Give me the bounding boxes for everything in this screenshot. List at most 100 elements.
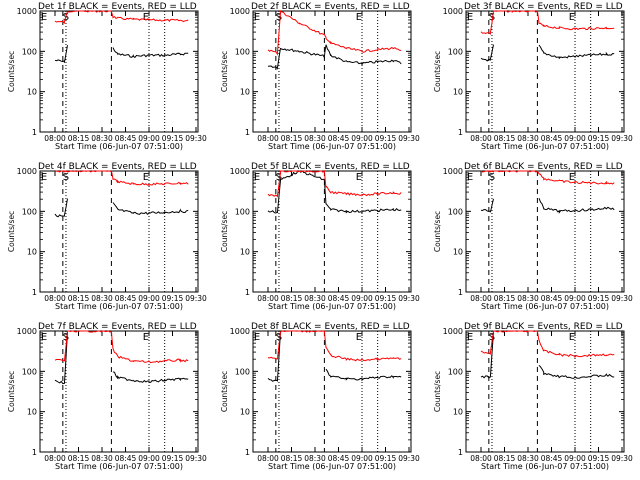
y-tick-label: 1000	[230, 327, 250, 336]
y-tick-label: 1	[32, 128, 37, 137]
lld-series-line	[54, 330, 189, 364]
plot-frame	[465, 170, 625, 293]
marker-label: S	[63, 172, 69, 183]
y-tick-label: 10	[453, 408, 463, 417]
y-tick-label: 100	[235, 367, 250, 376]
plot-frame	[39, 10, 199, 133]
x-tick-label: 08:00	[44, 134, 66, 143]
x-tick-label: 08:15	[494, 134, 516, 143]
detector-panel-4: Det 4f BLACK = Events, RED = LLD 1 10 100 10…	[7, 162, 207, 311]
x-tick-label: 08:45	[328, 294, 350, 303]
y-tick-label: 100	[235, 47, 250, 56]
x-axis-label: Start Time (06-Jun-07 07:51:00)	[268, 142, 396, 151]
y-tick-label: 10	[27, 408, 37, 417]
y-tick-label: 1000	[443, 7, 463, 16]
y-tick-label: 1000	[17, 167, 37, 176]
x-axis-label: Start Time (06-Jun-07 07:51:00)	[55, 302, 183, 311]
plot-frame	[252, 330, 412, 453]
plot-frame	[465, 330, 625, 453]
marker-label: E	[356, 172, 362, 183]
x-axis-label: Start Time (06-Jun-07 07:51:00)	[481, 142, 609, 151]
x-tick-label: 09:00	[138, 134, 160, 143]
plot-frame	[465, 10, 625, 133]
x-tick-label: 09:30	[611, 134, 633, 143]
marker-label: E	[41, 172, 47, 183]
y-tick-label: 1000	[443, 167, 463, 176]
detector-panel-6: Det 6f BLACK = Events, RED = LLD 1 10 100 10…	[433, 162, 633, 311]
y-tick-label: 1000	[17, 327, 37, 336]
y-tick-label: 100	[22, 367, 37, 376]
x-tick-label: 09:00	[564, 454, 586, 463]
events-series-line	[480, 44, 615, 62]
panel-title: Det 9f BLACK = Events, RED = LLD	[464, 322, 623, 332]
marker-label: E	[569, 12, 575, 23]
marker-label: S	[63, 332, 69, 343]
detector-panel-9: Det 9f BLACK = Events, RED = LLD 1 10 100 10…	[433, 322, 633, 471]
plot-frame	[252, 170, 412, 293]
events-series-line	[267, 170, 402, 214]
y-axis-label: Counts/sec	[220, 51, 229, 92]
panel-title: Det 8f BLACK = Events, RED = LLD	[251, 322, 410, 332]
lld-series-line	[480, 330, 615, 359]
y-tick-label: 1	[32, 288, 37, 297]
x-tick-label: 08:00	[470, 454, 492, 463]
y-tick-label: 10	[453, 88, 463, 97]
x-tick-label: 08:00	[470, 134, 492, 143]
x-tick-label: 09:30	[398, 134, 420, 143]
panel-title: Det 6f BLACK = Events, RED = LLD	[464, 162, 623, 172]
x-tick-label: 09:00	[564, 294, 586, 303]
lld-series-line	[267, 10, 402, 56]
lld-series-line	[480, 10, 615, 35]
panel-title: Det 2f BLACK = Events, RED = LLD	[251, 2, 410, 12]
y-axis-label: Counts/sec	[433, 211, 442, 252]
marker-label: E	[254, 12, 260, 23]
x-tick-label: 08:15	[68, 134, 90, 143]
y-tick-label: 10	[240, 408, 250, 417]
x-tick-label: 09:00	[351, 454, 373, 463]
plot-frame	[39, 330, 199, 453]
events-series-line	[54, 330, 189, 385]
x-tick-label: 08:45	[115, 294, 137, 303]
plot-frame	[39, 170, 199, 293]
x-tick-label: 09:15	[375, 454, 397, 463]
x-tick-label: 09:30	[398, 294, 420, 303]
lld-series-line	[267, 170, 402, 198]
x-tick-label: 09:15	[162, 454, 184, 463]
panel-title: Det 7f BLACK = Events, RED = LLD	[38, 322, 197, 332]
x-tick-label: 08:45	[541, 134, 563, 143]
lld-series-line	[267, 330, 402, 362]
x-tick-label: 08:00	[44, 454, 66, 463]
y-tick-label: 100	[448, 47, 463, 56]
y-tick-label: 10	[453, 248, 463, 257]
y-axis-label: Counts/sec	[433, 51, 442, 92]
panel-title: Det 3f BLACK = Events, RED = LLD	[464, 2, 623, 12]
x-tick-label: 08:30	[91, 454, 113, 463]
x-tick-label: 08:15	[281, 294, 303, 303]
x-axis-label: Start Time (06-Jun-07 07:51:00)	[55, 142, 183, 151]
x-tick-label: 08:15	[68, 294, 90, 303]
marker-label: S	[276, 172, 282, 183]
x-tick-label: 08:15	[281, 134, 303, 143]
x-tick-label: 09:15	[375, 294, 397, 303]
x-axis-label: Start Time (06-Jun-07 07:51:00)	[268, 462, 396, 471]
y-tick-label: 1000	[230, 7, 250, 16]
y-tick-label: 1000	[230, 167, 250, 176]
lld-series-line	[54, 170, 189, 187]
marker-label: E	[143, 12, 149, 23]
x-tick-label: 08:30	[91, 134, 113, 143]
x-tick-label: 08:45	[115, 454, 137, 463]
x-tick-label: 09:30	[611, 454, 633, 463]
lld-series-line	[54, 10, 189, 25]
marker-label: E	[467, 332, 473, 343]
x-tick-label: 09:00	[564, 134, 586, 143]
y-axis-label: Counts/sec	[220, 371, 229, 412]
x-tick-label: 09:15	[588, 294, 610, 303]
marker-label: S	[489, 12, 495, 23]
x-axis-label: Start Time (06-Jun-07 07:51:00)	[481, 462, 609, 471]
y-tick-label: 100	[22, 47, 37, 56]
detector-panel-8: Det 8f BLACK = Events, RED = LLD 1 10 100 10…	[220, 322, 420, 471]
x-tick-label: 09:15	[162, 294, 184, 303]
plot-frame	[252, 10, 412, 133]
marker-label: S	[489, 332, 495, 343]
detector-panel-7: Det 7f BLACK = Events, RED = LLD 1 10 100 10…	[7, 322, 207, 471]
